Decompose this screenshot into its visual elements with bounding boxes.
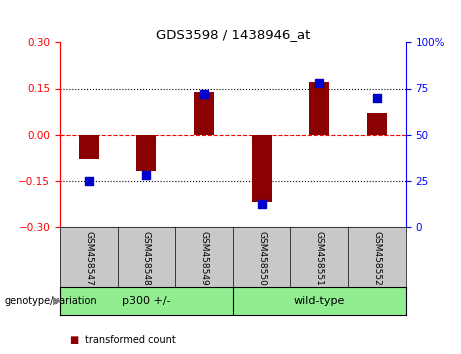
Bar — [60, 287, 233, 315]
Point — [258, 202, 266, 207]
Text: GSM458549: GSM458549 — [200, 232, 208, 286]
Point — [373, 95, 381, 101]
Text: ▶: ▶ — [53, 296, 61, 306]
Point — [200, 91, 207, 97]
Text: wild-type: wild-type — [294, 296, 345, 306]
Text: ■: ■ — [69, 335, 78, 345]
Text: GSM458552: GSM458552 — [372, 232, 381, 286]
Text: GSM458547: GSM458547 — [84, 232, 93, 286]
Bar — [194, 92, 214, 135]
Text: transformed count: transformed count — [85, 335, 176, 345]
Point — [142, 172, 150, 178]
Bar — [309, 82, 329, 135]
Bar — [367, 113, 387, 135]
Text: p300 +/-: p300 +/- — [122, 296, 171, 306]
Bar — [233, 287, 406, 315]
Text: GSM458551: GSM458551 — [315, 232, 324, 286]
Text: GSM458548: GSM458548 — [142, 232, 151, 286]
Text: genotype/variation: genotype/variation — [5, 296, 97, 306]
Text: GSM458550: GSM458550 — [257, 232, 266, 286]
Title: GDS3598 / 1438946_at: GDS3598 / 1438946_at — [156, 28, 310, 41]
Bar — [79, 135, 99, 159]
Point — [85, 178, 92, 183]
Bar — [136, 135, 156, 171]
Bar — [252, 135, 272, 202]
Point — [315, 80, 323, 86]
